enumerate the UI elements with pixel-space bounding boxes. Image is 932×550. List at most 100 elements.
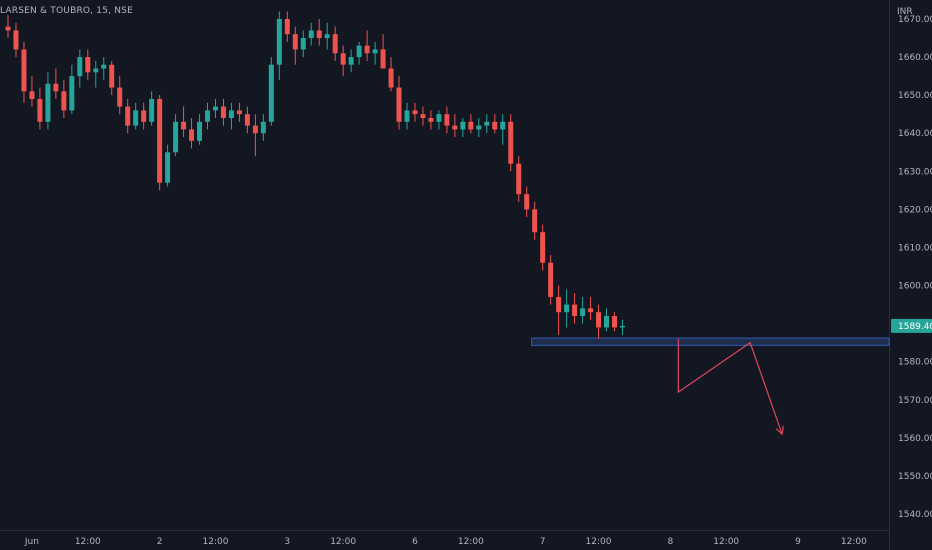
candle-body: [404, 110, 410, 122]
x-tick-label: 9: [795, 537, 801, 547]
x-tick-label: 12:00: [841, 537, 867, 547]
y-tick-label: 1600.00: [898, 282, 932, 292]
x-tick-label: 12:00: [458, 537, 484, 547]
candle-body: [85, 57, 91, 73]
candle-body: [189, 129, 195, 141]
candle-body: [45, 83, 51, 122]
candle-body: [372, 49, 378, 54]
candle-body: [588, 308, 594, 313]
candle-body: [276, 19, 282, 65]
y-tick-label: 1630.00: [898, 167, 932, 177]
candle-body: [460, 121, 466, 130]
candle-body: [316, 30, 322, 39]
candle-body: [516, 163, 522, 195]
candle-body: [69, 76, 75, 111]
candle-body: [380, 49, 386, 69]
y-tick-label: 1570.00: [898, 396, 932, 406]
candle-body: [348, 57, 354, 65]
x-tick-label: Jun: [24, 537, 39, 547]
candle-body: [181, 121, 187, 130]
candle-body: [125, 106, 131, 126]
candle-body: [492, 121, 498, 130]
y-tick-label: 1650.00: [898, 91, 932, 101]
x-tick-label: 12:00: [713, 537, 739, 547]
candle-body: [5, 26, 11, 31]
candle-body: [596, 312, 602, 328]
candle-body: [444, 114, 450, 126]
candle-body: [468, 121, 474, 130]
y-tick-label: 1550.00: [898, 472, 932, 482]
candle-body: [292, 34, 298, 50]
candle-body: [53, 83, 59, 92]
candle-body: [532, 209, 538, 233]
candle-body: [619, 325, 625, 328]
candle-body: [484, 121, 490, 126]
candle-body: [220, 106, 226, 118]
y-tick-label: 1670.00: [898, 15, 932, 25]
candle-body: [611, 316, 617, 328]
y-tick-label: 1540.00: [898, 510, 932, 520]
candle-body: [13, 30, 19, 50]
candle-body: [332, 34, 338, 54]
y-tick-label: 1620.00: [898, 205, 932, 215]
candle-body: [149, 98, 155, 122]
candle-body: [268, 64, 274, 122]
candle-body: [308, 30, 314, 39]
y-tick-label: 1660.00: [898, 53, 932, 63]
candle-body: [284, 19, 290, 35]
y-tick-label: 1640.00: [898, 129, 932, 139]
candle-body: [396, 87, 402, 122]
candle-body: [93, 68, 99, 73]
candle-body: [524, 194, 530, 210]
x-tick-label: 7: [540, 537, 546, 547]
x-tick-label: 3: [284, 537, 290, 547]
currency-label: INR: [897, 7, 913, 17]
candle-body: [572, 304, 578, 316]
candle-body: [29, 91, 35, 99]
candle-body: [340, 53, 346, 65]
projection-path[interactable]: [677, 338, 783, 435]
candle-body: [109, 64, 115, 88]
candle-body: [212, 106, 218, 111]
candle-body: [564, 304, 570, 313]
candle-body: [197, 121, 203, 141]
candle-body: [157, 98, 163, 183]
candle-body: [21, 49, 27, 92]
candle-body: [61, 91, 67, 111]
candle-body: [428, 118, 434, 122]
x-tick-label: 8: [667, 537, 673, 547]
candle-body: [141, 110, 147, 122]
candle-body: [260, 121, 266, 134]
candle-body: [500, 121, 506, 130]
candle-body: [205, 110, 210, 122]
x-tick-label: 2: [157, 537, 163, 547]
candle-body: [580, 308, 586, 316]
candle-body: [604, 316, 609, 328]
candle-body: [173, 121, 179, 153]
candle-body: [388, 68, 394, 88]
candle-body: [236, 110, 242, 115]
candle-body: [412, 110, 418, 115]
projection-arrow-head: [775, 426, 784, 436]
candle-body: [556, 296, 562, 313]
candle-body: [476, 125, 482, 130]
candle-body: [300, 38, 306, 50]
x-tick-label: 12:00: [203, 537, 229, 547]
x-tick-label: 12:00: [330, 537, 356, 547]
candle-body: [117, 87, 123, 107]
candle-body: [77, 57, 83, 77]
candle-body: [37, 98, 43, 122]
candle-body: [452, 125, 458, 130]
y-tick-label: 1610.00: [898, 243, 932, 253]
candle-body: [244, 114, 250, 126]
candle-body: [356, 45, 362, 58]
last-price-badge: [891, 318, 932, 333]
candle-body: [165, 152, 171, 183]
support-zone[interactable]: [531, 337, 890, 346]
y-tick-label: 1560.00: [898, 434, 932, 444]
candle-body: [540, 232, 546, 263]
candle-body: [364, 45, 370, 54]
candle-body: [420, 114, 426, 118]
